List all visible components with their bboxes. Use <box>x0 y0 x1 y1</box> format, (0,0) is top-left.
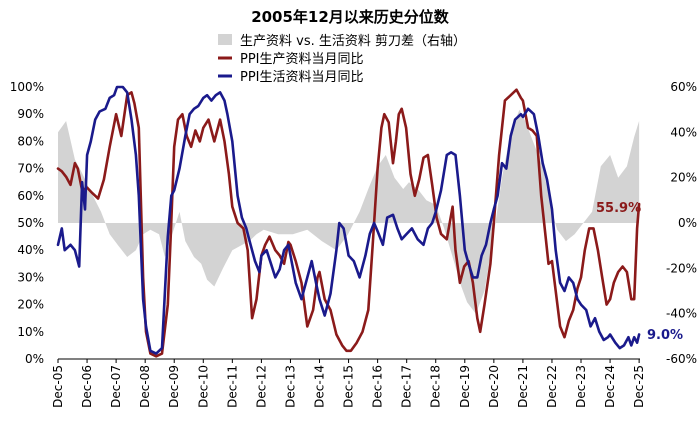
left-tick-label: 0% <box>25 352 44 366</box>
x-tick-label: Dec-12 <box>254 365 268 408</box>
left-tick-label: 50% <box>17 216 44 230</box>
x-tick-label: Dec-20 <box>487 365 501 408</box>
x-tick-label: Dec-22 <box>545 365 559 408</box>
legend-label-living: PPI生活资料当月同比 <box>240 70 364 85</box>
spread-area <box>58 109 640 314</box>
x-tick-label: Dec-13 <box>284 365 298 408</box>
right-tick-label: -60% <box>666 352 697 366</box>
x-tick-label: Dec-10 <box>196 365 210 408</box>
x-tick-label: Dec-19 <box>458 365 472 408</box>
spread-area-layer <box>58 109 640 314</box>
x-tick-label: Dec-17 <box>400 365 414 408</box>
x-tick-label: Dec-23 <box>574 365 588 408</box>
legend-label-area: 生产资料 vs. 生活资料 剪刀差（右轴） <box>240 33 466 49</box>
x-tick-label: Dec-11 <box>225 365 239 408</box>
right-tick-label: 0% <box>678 216 697 230</box>
left-tick-label: 60% <box>17 189 44 203</box>
right-tick-label: 20% <box>670 171 697 185</box>
line-layer <box>56 85 641 358</box>
x-tick-label: Dec-21 <box>516 365 530 408</box>
x-tick-label: Dec-24 <box>603 365 617 408</box>
left-tick-label: 10% <box>17 325 44 339</box>
legend-label-production: PPI生产资料当月同比 <box>240 52 364 67</box>
left-tick-label: 20% <box>17 298 44 312</box>
legend-swatch-area <box>218 34 232 45</box>
right-tick-label: 60% <box>670 80 697 94</box>
x-tick-label: Dec-09 <box>167 365 181 408</box>
living-line <box>56 85 641 355</box>
x-tick-label: Dec-15 <box>342 365 356 408</box>
x-tick-label: Dec-08 <box>138 365 152 408</box>
right-tick-label: 40% <box>670 125 697 139</box>
chart-title: 2005年12月以来历史分位数 <box>251 8 450 26</box>
end-label-living: 9.0% <box>647 328 683 343</box>
axes-layer: 0% 10% 20% 30% 40% 50% 60% 70% 80% 90% 100% -60% -40… <box>10 80 697 408</box>
left-tick-label: 80% <box>17 134 44 148</box>
left-tick-label: 90% <box>17 107 44 121</box>
x-tick-label: Dec-18 <box>429 365 443 408</box>
right-tick-label: -40% <box>666 307 697 321</box>
left-tick-label: 30% <box>17 270 44 284</box>
legend: 生产资料 vs. 生活资料 剪刀差（右轴） PPI生产资料当月同比 PPI生活资… <box>218 33 466 85</box>
right-tick-label: -20% <box>666 261 697 275</box>
x-tick-label: Dec-05 <box>51 365 65 408</box>
left-tick-label: 100% <box>10 80 44 94</box>
left-tick-label: 70% <box>17 162 44 176</box>
left-tick-label: 40% <box>17 243 44 257</box>
x-tick-label: Dec-16 <box>371 365 385 408</box>
x-tick-label: Dec-25 <box>632 365 646 408</box>
x-tick-label: Dec-14 <box>313 365 327 408</box>
end-label-production: 55.9% <box>596 201 641 216</box>
production-line <box>56 88 641 358</box>
x-tick-label: Dec-07 <box>109 365 123 408</box>
x-tick-label: Dec-06 <box>80 365 94 408</box>
